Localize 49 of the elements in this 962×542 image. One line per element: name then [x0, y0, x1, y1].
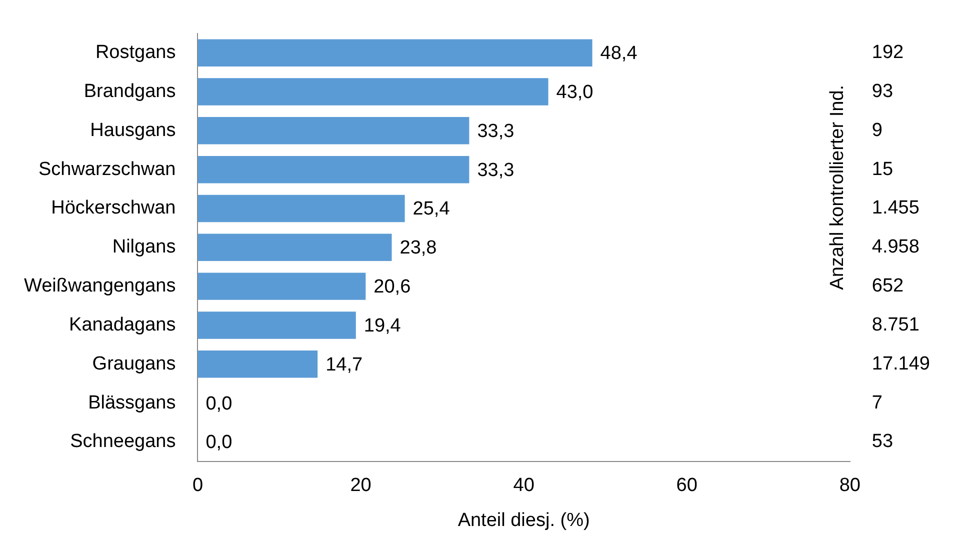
bar [198, 156, 470, 184]
y-tick-label: Höckerschwan [51, 198, 176, 219]
y2-axis-title: Anzahl kontrollierter Ind. [827, 84, 848, 290]
y2-tick-label: 192 [872, 42, 904, 64]
bar [198, 312, 356, 339]
y2-tick-label: 9 [872, 120, 882, 141]
x-tick-label: 40 [513, 475, 534, 496]
y-tick-label: Weißwangengans [24, 276, 176, 297]
data-label: 43,0 [556, 82, 594, 103]
data-label: 25,4 [412, 198, 450, 220]
data-label: 33,3 [477, 160, 514, 181]
bar [198, 194, 405, 222]
data-label: 48,4 [600, 43, 638, 64]
x-tick-label: 80 [839, 475, 860, 496]
bar [198, 350, 318, 378]
x-tick-label: 0 [192, 475, 204, 496]
bar [198, 39, 592, 66]
y2-tick-label: 53 [872, 431, 894, 452]
y-tick-label: Schwarzschwan [38, 158, 176, 180]
bar [198, 272, 366, 300]
y2-tick-label: 17.149 [872, 353, 930, 374]
x-tick-label: 60 [676, 475, 698, 496]
bar [198, 117, 470, 144]
y2-tick-label: 4.958 [872, 236, 920, 258]
x-axis-title: Anteil diesj. (%) [458, 510, 590, 531]
data-label: 14,7 [326, 354, 363, 376]
y2-tick-label: 652 [872, 276, 904, 297]
y2-tick-label: 15 [872, 158, 894, 180]
data-label: 0,0 [206, 393, 232, 414]
y-tick-label: Nilgans [112, 236, 176, 258]
data-label: 0,0 [206, 432, 232, 454]
y-tick-label: Brandgans [84, 81, 176, 102]
x-tick-label: 20 [350, 475, 372, 496]
y-tick-label: Graugans [92, 353, 176, 374]
y2-tick-label: 8.751 [872, 314, 920, 336]
y2-tick-label: 93 [872, 81, 894, 102]
data-label: 23,8 [400, 238, 437, 259]
data-label: 20,6 [374, 276, 411, 298]
bar [198, 78, 548, 106]
y-tick-label: Hausgans [90, 120, 176, 141]
y-tick-label: Blässgans [88, 392, 176, 414]
bar [198, 234, 392, 262]
y-tick-label: Rostgans [95, 42, 176, 64]
y2-tick-label: 1.455 [872, 198, 920, 219]
y-tick-label: Schneegans [70, 431, 176, 452]
y2-tick-label: 7 [872, 392, 882, 414]
data-label: 19,4 [364, 315, 402, 336]
y-tick-label: Kanadagans [69, 314, 176, 336]
data-label: 33,3 [477, 120, 514, 142]
